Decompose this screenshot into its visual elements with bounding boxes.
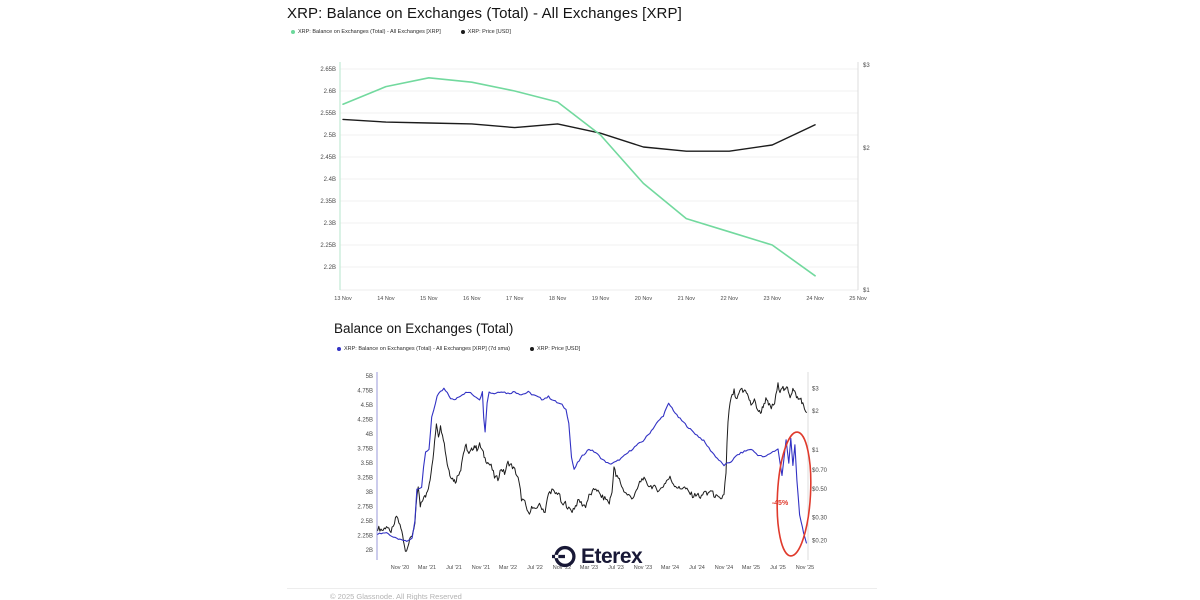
svg-text:15 Nov: 15 Nov — [420, 296, 438, 302]
svg-text:Jul '22: Jul '22 — [527, 565, 543, 571]
svg-text:2.35B: 2.35B — [320, 199, 336, 205]
svg-text:$0.20: $0.20 — [812, 538, 828, 544]
svg-text:3.75B: 3.75B — [357, 447, 373, 453]
bottom-chart-svg: 5B 4.75B 4.5B 4.25B 4B 3.75B 3.5B 3.25B 3B 2.75B 2… — [357, 372, 828, 571]
green-dot-icon — [291, 30, 295, 34]
svg-text:Nov '23: Nov '23 — [634, 565, 652, 571]
svg-text:2.45B: 2.45B — [320, 155, 336, 161]
top-chart-legend: XRP: Balance on Exchanges (Total) - All … — [291, 29, 511, 35]
page-title: XRP: Balance on Exchanges (Total) - All … — [287, 5, 682, 22]
legend-item-balance-top[interactable]: XRP: Balance on Exchanges (Total) - All … — [291, 29, 441, 35]
svg-text:24 Nov: 24 Nov — [806, 296, 824, 302]
svg-text:Mar '25: Mar '25 — [742, 565, 760, 571]
svg-text:4.25B: 4.25B — [357, 418, 373, 424]
svg-text:Mar '21: Mar '21 — [418, 565, 436, 571]
svg-text:Nov '24: Nov '24 — [715, 565, 733, 571]
legend-item-price-bottom[interactable]: XRP: Price [USD] — [530, 346, 580, 352]
top-chart-svg: 2.65B 2.6B 2.55B 2.5B 2.45B 2.4B 2.35B 2.3B 2.25… — [320, 62, 870, 302]
eterex-logo-icon — [552, 545, 576, 568]
svg-text:19 Nov: 19 Nov — [592, 296, 610, 302]
svg-text:4.5B: 4.5B — [361, 403, 373, 409]
svg-text:Jul '25: Jul '25 — [770, 565, 786, 571]
svg-text:20 Nov: 20 Nov — [635, 296, 653, 302]
svg-text:2.25B: 2.25B — [320, 243, 336, 249]
svg-text:$0.50: $0.50 — [812, 487, 828, 493]
legend-label: XRP: Balance on Exchanges (Total) - All … — [298, 29, 441, 35]
blue-dot-icon — [337, 347, 341, 351]
svg-text:3.25B: 3.25B — [357, 476, 373, 482]
svg-text:$1: $1 — [812, 448, 819, 454]
svg-text:2.3B: 2.3B — [324, 221, 336, 227]
svg-text:2.5B: 2.5B — [361, 519, 373, 525]
svg-text:$1: $1 — [863, 288, 870, 294]
svg-text:17 Nov: 17 Nov — [506, 296, 524, 302]
svg-text:Nov '20: Nov '20 — [391, 565, 409, 571]
svg-text:Jul '23: Jul '23 — [608, 565, 624, 571]
svg-text:2.65B: 2.65B — [320, 67, 336, 73]
brand-watermark: Eterex — [552, 544, 643, 569]
svg-text:2.55B: 2.55B — [320, 111, 336, 117]
svg-text:$3: $3 — [863, 63, 870, 69]
copyright-footer: © 2025 Glassnode. All Rights Reserved — [330, 592, 462, 600]
black-dot-icon — [460, 30, 465, 34]
svg-text:14 Nov: 14 Nov — [377, 296, 395, 302]
svg-text:Jul '24: Jul '24 — [689, 565, 705, 571]
svg-text:2.4B: 2.4B — [324, 177, 336, 183]
svg-text:21 Nov: 21 Nov — [678, 296, 696, 302]
svg-text:Nov '21: Nov '21 — [472, 565, 490, 571]
svg-text:2.25B: 2.25B — [357, 534, 373, 540]
bottom-chart-title: Balance on Exchanges (Total) — [334, 321, 514, 336]
svg-text:2.6B: 2.6B — [324, 89, 336, 95]
svg-text:Mar '22: Mar '22 — [499, 565, 517, 571]
svg-text:18 Nov: 18 Nov — [549, 296, 567, 302]
svg-text:Jul '21: Jul '21 — [446, 565, 462, 571]
legend-item-price-top[interactable]: XRP: Price [USD] — [460, 29, 511, 35]
legend-label: XRP: Balance on Exchanges (Total) - All … — [344, 346, 510, 352]
drop-annotation-label: -45% — [772, 500, 789, 507]
svg-text:25 Nov: 25 Nov — [849, 296, 867, 302]
svg-text:13 Nov: 13 Nov — [334, 296, 352, 302]
svg-text:$3: $3 — [812, 386, 819, 392]
svg-text:$2: $2 — [863, 146, 870, 152]
legend-label: XRP: Price [USD] — [537, 346, 581, 352]
svg-text:4.75B: 4.75B — [357, 389, 373, 395]
drop-annotation-ellipse — [776, 431, 812, 557]
svg-text:3.5B: 3.5B — [361, 461, 373, 467]
svg-text:3B: 3B — [366, 490, 373, 496]
legend-item-balance-bottom[interactable]: XRP: Balance on Exchanges (Total) - All … — [337, 346, 510, 352]
svg-text:Mar '24: Mar '24 — [661, 565, 679, 571]
bottom-chart-legend: XRP: Balance on Exchanges (Total) - All … — [337, 346, 580, 352]
svg-text:2.5B: 2.5B — [324, 133, 336, 139]
brand-name: Eterex — [581, 544, 643, 568]
svg-text:$0.70: $0.70 — [812, 468, 828, 474]
svg-text:22 Nov: 22 Nov — [721, 296, 739, 302]
black-dot-icon — [530, 347, 534, 351]
svg-text:Nov '25: Nov '25 — [796, 565, 814, 571]
legend-label: XRP: Price [USD] — [467, 29, 511, 35]
svg-text:2.2B: 2.2B — [324, 265, 336, 271]
svg-text:16 Nov: 16 Nov — [463, 296, 481, 302]
svg-text:$0.30: $0.30 — [812, 516, 828, 522]
svg-text:23 Nov: 23 Nov — [763, 296, 781, 302]
svg-text:5B: 5B — [366, 374, 373, 380]
svg-text:4B: 4B — [366, 432, 373, 438]
svg-text:$2: $2 — [812, 409, 819, 415]
footer-divider — [287, 588, 877, 589]
svg-text:2.75B: 2.75B — [357, 505, 373, 511]
svg-text:Mar '23: Mar '23 — [580, 565, 598, 571]
svg-text:Nov '22: Nov '22 — [553, 565, 571, 571]
svg-text:2B: 2B — [366, 548, 373, 554]
